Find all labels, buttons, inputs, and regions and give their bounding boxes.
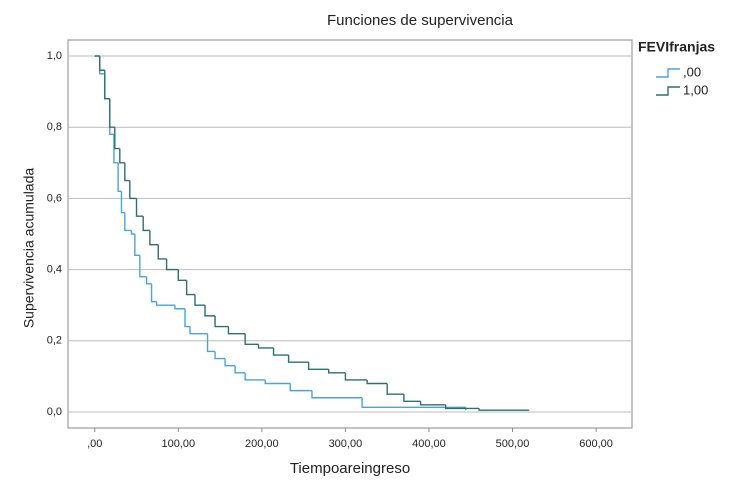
survival-step: [214, 351, 226, 360]
survival-step: [234, 365, 246, 374]
plot-frame: [67, 39, 633, 429]
legend-swatch: [656, 86, 680, 96]
survival-step: [145, 276, 152, 285]
survival-step: [135, 198, 144, 217]
survival-step: [272, 347, 289, 356]
survival-step: [204, 305, 216, 317]
survival-step: [119, 148, 125, 164]
survival-step: [99, 56, 105, 75]
chart-title: Funciones de supervivencia: [327, 12, 514, 29]
survival-step: [264, 379, 291, 385]
survival-step: [206, 333, 216, 353]
survival-step: [287, 355, 309, 363]
legend-title: FEVIfranjas: [638, 39, 715, 55]
survival-step: [142, 216, 150, 232]
survival-step: [244, 372, 266, 381]
survival-step: [184, 308, 190, 328]
survival-step: [257, 344, 274, 349]
legend-label: 1,00: [683, 82, 708, 97]
x-tick-label: 100,00: [161, 438, 195, 450]
survival-step: [403, 394, 421, 403]
survival-step: [386, 383, 404, 395]
survival-step: [478, 408, 530, 411]
x-tick-label: 400,00: [412, 438, 446, 450]
survival-step: [99, 56, 105, 71]
survival-step: [227, 326, 246, 335]
x-tick-label: 600,00: [579, 438, 613, 450]
survival-step: [214, 315, 229, 328]
survival-step: [289, 383, 312, 392]
legend-label: ,00: [683, 64, 701, 79]
survival-step: [165, 258, 179, 271]
x-axis-label: Tiempoareingreso: [290, 460, 410, 477]
survival-step: [244, 333, 259, 346]
survival-step: [124, 212, 132, 232]
x-tick-label: 500,00: [496, 438, 530, 450]
survival-step: [109, 98, 115, 128]
survival-step: [120, 191, 125, 214]
survival-step: [157, 244, 167, 260]
y-axis-label: Supervivencia acumulada: [21, 168, 37, 329]
survival-step: [444, 404, 480, 410]
survival-step: [344, 372, 368, 381]
x-tick-label: ,00: [87, 438, 102, 450]
survival-step: [114, 127, 120, 150]
survival-step: [174, 305, 185, 310]
y-tick-label: 0,4: [47, 264, 62, 276]
survival-step: [130, 230, 135, 235]
survival-step: [139, 255, 147, 278]
survival-step: [194, 294, 206, 306]
survival-step: [307, 362, 329, 370]
survival-step: [155, 301, 175, 306]
survival-step: [419, 401, 446, 406]
survival-step: [327, 369, 346, 374]
survival-step: [185, 280, 196, 296]
survival-step: [150, 283, 157, 303]
survival-step: [104, 70, 110, 100]
survival-step: [124, 162, 130, 182]
survival-step: [134, 234, 140, 257]
survival-step: [104, 73, 110, 100]
survival-step: [311, 390, 363, 399]
x-tick-label: 300,00: [329, 438, 363, 450]
y-tick-label: 0,0: [47, 406, 62, 418]
survival-step: [177, 269, 187, 281]
y-tick-label: 0,2: [47, 335, 62, 347]
survival-step: [366, 379, 388, 385]
survival-step: [149, 230, 159, 246]
y-tick-label: 0,6: [47, 192, 62, 204]
y-tick-label: 0,8: [47, 121, 62, 133]
survival-step: [224, 358, 236, 367]
survival-step: [129, 180, 137, 200]
survival-step: [117, 162, 122, 192]
legend-swatch: [656, 68, 680, 78]
y-tick-label: 1,0: [47, 50, 62, 62]
survival-step: [113, 134, 119, 164]
survival-step: [189, 326, 208, 335]
x-tick-label: 200,00: [245, 438, 279, 450]
survival-step: [361, 397, 466, 409]
